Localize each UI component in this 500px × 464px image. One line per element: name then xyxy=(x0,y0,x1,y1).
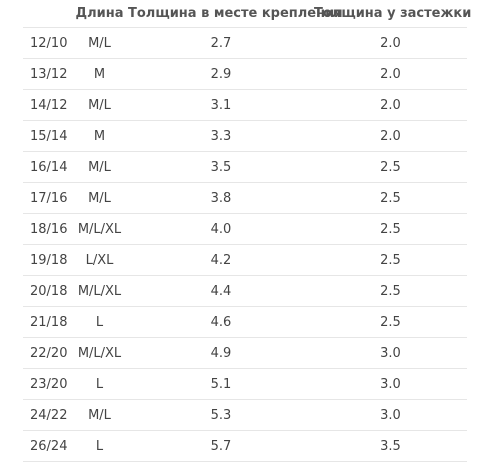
cell-size: 15/14 xyxy=(23,120,71,152)
table-row: 21/18 L 4.6 2.5 xyxy=(23,306,467,338)
cell-size: 17/16 xyxy=(23,182,71,214)
cell-attach-thickness: 5.7 xyxy=(128,430,314,462)
cell-clasp-thickness: 2.5 xyxy=(314,275,467,307)
cell-size: 23/20 xyxy=(23,368,71,400)
table-row: 16/14 M/L 3.5 2.5 xyxy=(23,151,467,183)
cell-size: 19/18 xyxy=(23,244,71,276)
table-row: 14/12 M/L 3.1 2.0 xyxy=(23,89,467,121)
cell-attach-thickness: 4.6 xyxy=(128,306,314,338)
cell-attach-thickness: 5.1 xyxy=(128,368,314,400)
cell-clasp-thickness: 3.5 xyxy=(314,430,467,462)
header-size xyxy=(23,0,71,28)
cell-length: L xyxy=(71,368,128,400)
cell-clasp-thickness: 3.0 xyxy=(314,399,467,431)
cell-length: M/L xyxy=(71,89,128,121)
cell-attach-thickness: 5.3 xyxy=(128,399,314,431)
cell-size: 16/14 xyxy=(23,151,71,183)
cell-size: 18/16 xyxy=(23,213,71,245)
cell-length: M/L xyxy=(71,399,128,431)
table-row: 23/20 L 5.1 3.0 xyxy=(23,368,467,400)
cell-size: 24/22 xyxy=(23,399,71,431)
table-row: 17/16 M/L 3.8 2.5 xyxy=(23,182,467,214)
cell-length: L/XL xyxy=(71,244,128,276)
table-row: 18/16 M/L/XL 4.0 2.5 xyxy=(23,213,467,245)
table-body: 12/10 M/L 2.7 2.0 13/12 M 2.9 2.0 14/12 M/L 3.1 2.0… xyxy=(23,27,467,462)
table-header: Длина Толщина в месте крепления Толщина … xyxy=(23,0,471,28)
cell-length: L xyxy=(71,306,128,338)
table-row: 15/14 M 3.3 2.0 xyxy=(23,120,467,152)
header-row: Длина Толщина в месте крепления Толщина … xyxy=(23,0,471,28)
cell-attach-thickness: 3.5 xyxy=(128,151,314,183)
cell-attach-thickness: 3.1 xyxy=(128,89,314,121)
cell-length: M xyxy=(71,58,128,90)
cell-attach-thickness: 4.2 xyxy=(128,244,314,276)
table-row: 19/18 L/XL 4.2 2.5 xyxy=(23,244,467,276)
table-row: 13/12 M 2.9 2.0 xyxy=(23,58,467,90)
cell-clasp-thickness: 2.0 xyxy=(314,27,467,59)
cell-clasp-thickness: 3.0 xyxy=(314,337,467,369)
header-clasp-thickness: Толщина у застежки xyxy=(314,0,471,28)
cell-size: 21/18 xyxy=(23,306,71,338)
cell-attach-thickness: 2.7 xyxy=(128,27,314,59)
cell-size: 26/24 xyxy=(23,430,71,462)
cell-length: M/L xyxy=(71,27,128,59)
cell-clasp-thickness: 2.5 xyxy=(314,213,467,245)
cell-size: 12/10 xyxy=(23,27,71,59)
cell-length: M xyxy=(71,120,128,152)
cell-length: M/L/XL xyxy=(71,275,128,307)
cell-size: 20/18 xyxy=(23,275,71,307)
cell-size: 13/12 xyxy=(23,58,71,90)
cell-clasp-thickness: 2.0 xyxy=(314,89,467,121)
cell-length: L xyxy=(71,430,128,462)
cell-attach-thickness: 4.0 xyxy=(128,213,314,245)
size-table: Длина Толщина в месте крепления Толщина … xyxy=(23,0,471,462)
cell-attach-thickness: 3.8 xyxy=(128,182,314,214)
cell-clasp-thickness: 2.5 xyxy=(314,151,467,183)
cell-attach-thickness: 4.4 xyxy=(128,275,314,307)
cell-length: M/L xyxy=(71,182,128,214)
cell-attach-thickness: 3.3 xyxy=(128,120,314,152)
table-row: 12/10 M/L 2.7 2.0 xyxy=(23,27,467,59)
table-row: 20/18 M/L/XL 4.4 2.5 xyxy=(23,275,467,307)
cell-size: 22/20 xyxy=(23,337,71,369)
header-length: Длина xyxy=(71,0,128,28)
cell-attach-thickness: 2.9 xyxy=(128,58,314,90)
cell-clasp-thickness: 2.0 xyxy=(314,58,467,90)
cell-clasp-thickness: 2.5 xyxy=(314,306,467,338)
cell-clasp-thickness: 2.5 xyxy=(314,244,467,276)
table-row: 26/24 L 5.7 3.5 xyxy=(23,430,467,462)
table-row: 22/20 M/L/XL 4.9 3.0 xyxy=(23,337,467,369)
cell-length: M/L/XL xyxy=(71,213,128,245)
cell-clasp-thickness: 2.5 xyxy=(314,182,467,214)
cell-attach-thickness: 4.9 xyxy=(128,337,314,369)
header-attach-thickness: Толщина в месте крепления xyxy=(128,0,343,28)
cell-length: M/L xyxy=(71,151,128,183)
cell-size: 14/12 xyxy=(23,89,71,121)
cell-clasp-thickness: 2.0 xyxy=(314,120,467,152)
cell-clasp-thickness: 3.0 xyxy=(314,368,467,400)
table-row: 24/22 M/L 5.3 3.0 xyxy=(23,399,467,431)
cell-length: M/L/XL xyxy=(71,337,128,369)
